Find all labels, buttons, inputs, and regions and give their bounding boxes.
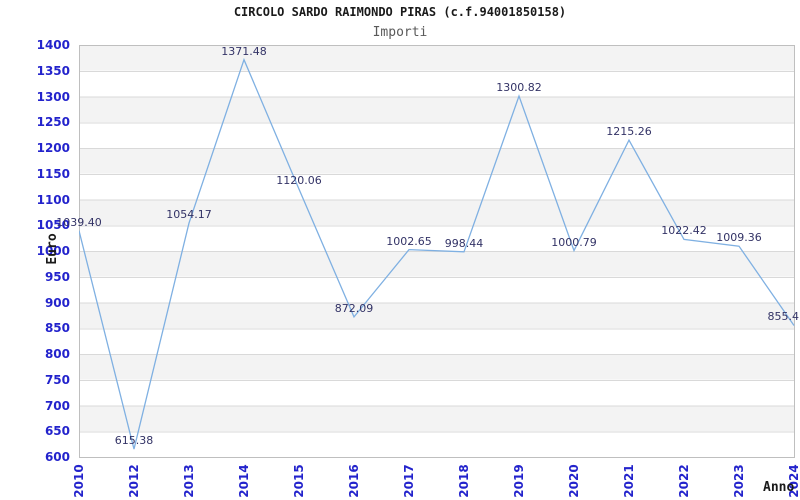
plot-border	[79, 45, 795, 458]
x-tick-label: 2021	[622, 464, 636, 498]
y-tick-label: 850	[44, 321, 70, 336]
grid-band	[79, 251, 794, 277]
point-label: 1000.79	[551, 235, 597, 249]
x-tick-label: 2022	[677, 464, 691, 498]
y-tick-label: 950	[44, 269, 70, 284]
x-tick-label: 2010	[72, 464, 86, 498]
grid-band	[79, 379, 794, 406]
point-label: 615.38	[114, 434, 154, 448]
grid-band	[79, 96, 794, 123]
grid-band	[79, 354, 794, 380]
y-tick-label: 1050	[36, 218, 70, 233]
point-label: 1009.36	[716, 231, 762, 245]
x-axis-title: Anno	[763, 480, 795, 495]
x-tick-label: 2018	[457, 464, 471, 498]
x-tick-label: 2014	[237, 464, 251, 498]
x-tick-label: 2015	[292, 464, 306, 498]
point-label: 872.09	[334, 301, 374, 315]
grid-band	[79, 148, 794, 174]
grid-band	[79, 405, 794, 432]
x-tick-label: 2019	[512, 464, 526, 498]
y-tick-label: 650	[44, 424, 70, 439]
point-label: 998.44	[444, 236, 484, 250]
y-tick-label: 600	[44, 450, 70, 464]
y-tick-label: 1000	[36, 244, 70, 258]
y-tick-label: 800	[44, 347, 70, 361]
y-tick-label: 1350	[36, 63, 70, 78]
x-tick-label: 2013	[182, 464, 196, 498]
chart-title: CIRCOLO SARDO RAIMONDO PIRAS (c.f.940018…	[233, 5, 567, 19]
data-line	[79, 57, 795, 450]
point-label: 855.4	[767, 310, 800, 324]
y-axis-title: Euro	[45, 233, 60, 265]
grid-band	[79, 70, 794, 97]
point-label: 1371.48	[221, 44, 267, 58]
grid-band	[79, 276, 794, 303]
point-label: 1002.65	[386, 234, 432, 248]
grid-band	[79, 173, 794, 200]
point-label: 1054.17	[166, 208, 212, 222]
grid-band	[79, 302, 794, 329]
grid-band	[79, 225, 794, 251]
chart-subtitle: Importi	[372, 25, 428, 40]
y-tick-label: 750	[44, 372, 70, 387]
point-label: 1022.42	[661, 224, 707, 238]
grid-band	[79, 45, 794, 71]
y-tick-label: 1200	[36, 141, 70, 155]
plot-svg	[79, 45, 795, 458]
y-tick-label: 1400	[36, 38, 70, 52]
point-label: 1039.40	[56, 215, 102, 229]
x-tick-label: 2023	[732, 464, 746, 498]
x-tick-label: 2020	[567, 464, 581, 498]
point-label: 1120.06	[276, 174, 322, 188]
point-label: 1215.26	[606, 125, 652, 139]
x-tick-label: 2016	[347, 464, 361, 498]
x-tick-label: 2012	[127, 464, 141, 498]
grid-band	[79, 431, 794, 457]
y-tick-label: 700	[44, 398, 70, 413]
x-tick-label: 2017	[402, 464, 416, 498]
grid-band	[79, 328, 794, 354]
y-tick-label: 1300	[36, 89, 70, 104]
y-tick-label: 1250	[36, 115, 70, 130]
grid-band	[79, 122, 794, 148]
point-label: 1300.82	[496, 81, 542, 95]
y-tick-label: 1150	[36, 166, 70, 181]
y-tick-label: 900	[44, 295, 70, 310]
grid-band	[79, 199, 794, 226]
y-tick-label: 1100	[36, 192, 70, 207]
